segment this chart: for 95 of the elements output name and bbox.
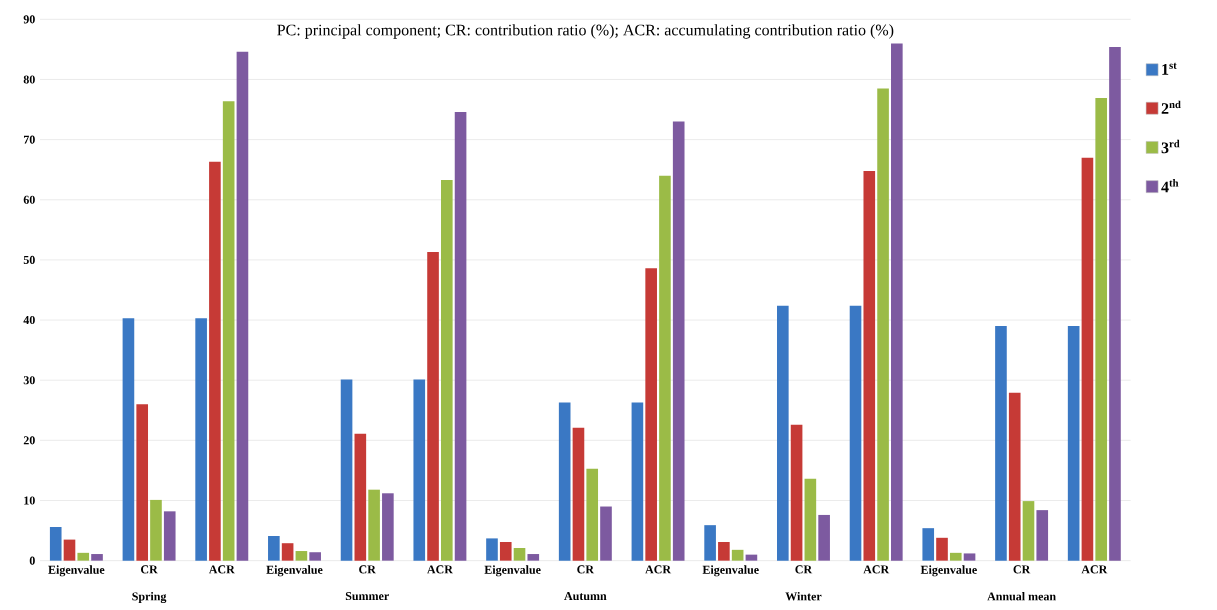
bar (222, 101, 235, 561)
bar (600, 506, 612, 561)
x-tick-label: Eigenvalue (266, 565, 323, 577)
bar (863, 170, 876, 561)
bar (236, 51, 249, 561)
bar (963, 553, 976, 561)
bar (209, 161, 221, 561)
bar (122, 318, 135, 561)
bar (63, 539, 76, 561)
bar (718, 542, 730, 561)
bar (195, 318, 207, 561)
bar (849, 305, 862, 561)
bar (818, 514, 830, 561)
x-tick-label: Eigenvalue (702, 565, 759, 577)
chart-title: PC: principal component; CR: contribution ratio (%); ACR: accumulating contribution ratio (%) (277, 24, 894, 39)
bar (163, 511, 176, 561)
bar (354, 433, 367, 561)
bar (382, 493, 394, 561)
bar (268, 535, 280, 561)
text: Winter (785, 592, 822, 601)
bar (454, 111, 467, 561)
x-tick-label: Eigenvalue (484, 565, 541, 577)
y-tick-label: 40 (23, 316, 35, 325)
y-tick-label: 90 (23, 15, 35, 24)
bar (672, 121, 685, 561)
bar (631, 402, 644, 561)
y-tick-label: 50 (23, 255, 35, 264)
bar (150, 499, 162, 561)
bar (499, 542, 512, 561)
bar (281, 543, 294, 561)
bar (995, 326, 1007, 561)
y-tick-label: 70 (23, 135, 35, 144)
bar (891, 43, 903, 561)
bar (731, 549, 744, 561)
bar (777, 305, 789, 561)
bar (368, 489, 380, 561)
bar (427, 252, 439, 561)
x-tick-label: CR (1013, 565, 1031, 574)
text: Spring (132, 592, 167, 604)
bar (413, 379, 426, 561)
legend-label: 2$^{nd}$ (1161, 100, 1181, 114)
bar (645, 268, 657, 561)
y-tick-label: 10 (24, 496, 35, 505)
legend-label: 1$^{st}$ (1162, 62, 1177, 75)
bar (1022, 501, 1035, 561)
bar (1095, 98, 1108, 561)
bar (804, 478, 817, 561)
bar (936, 537, 948, 561)
bar (527, 554, 540, 561)
text: Autumn (564, 592, 607, 601)
x-tick-label: ACR (863, 565, 890, 574)
x-tick-label: ACR (427, 565, 454, 574)
y-tick-label: 60 (23, 195, 35, 204)
bar (49, 526, 62, 561)
bar (340, 379, 353, 561)
bar (558, 402, 571, 561)
bar (1036, 510, 1049, 561)
x-tick-label: Eigenvalue (48, 565, 105, 577)
bar (790, 424, 803, 561)
x-tick-label: CR (795, 565, 813, 574)
bar (659, 175, 671, 561)
bar (1008, 392, 1021, 561)
bar (1109, 46, 1121, 561)
bar (572, 427, 585, 561)
bar (91, 554, 103, 561)
bar (745, 554, 758, 561)
x-tick-label: ACR (645, 565, 672, 574)
bar (877, 88, 889, 561)
bar (77, 552, 90, 561)
y-tick-label: 0 (29, 556, 35, 565)
x-tick-label: CR (359, 565, 376, 574)
bar (309, 552, 321, 561)
y-tick-label: 20 (23, 436, 35, 445)
legend-label: 3$^{rd}$ (1161, 139, 1180, 154)
bar (704, 525, 716, 561)
x-tick-label: Eigenvalue (920, 565, 977, 577)
y-tick-label: 80 (23, 75, 35, 84)
x-tick-label: CR (577, 565, 595, 574)
bar (1081, 157, 1094, 561)
text: Summer (345, 592, 389, 601)
x-tick-label: ACR (1081, 565, 1108, 574)
bar (440, 179, 453, 561)
bar (136, 404, 149, 561)
bar (1067, 326, 1080, 561)
x-tick-label: CR (141, 565, 158, 574)
x-tick-label: ACR (208, 565, 235, 574)
bar (586, 468, 599, 561)
bar (949, 552, 962, 561)
text: Annual mean (987, 592, 1056, 601)
bar (295, 551, 308, 561)
legend-label: 4$^{th}$ (1161, 179, 1179, 193)
y-tick-label: 30 (23, 376, 35, 385)
bar (922, 528, 935, 561)
bar (486, 538, 498, 561)
bar (513, 548, 526, 561)
